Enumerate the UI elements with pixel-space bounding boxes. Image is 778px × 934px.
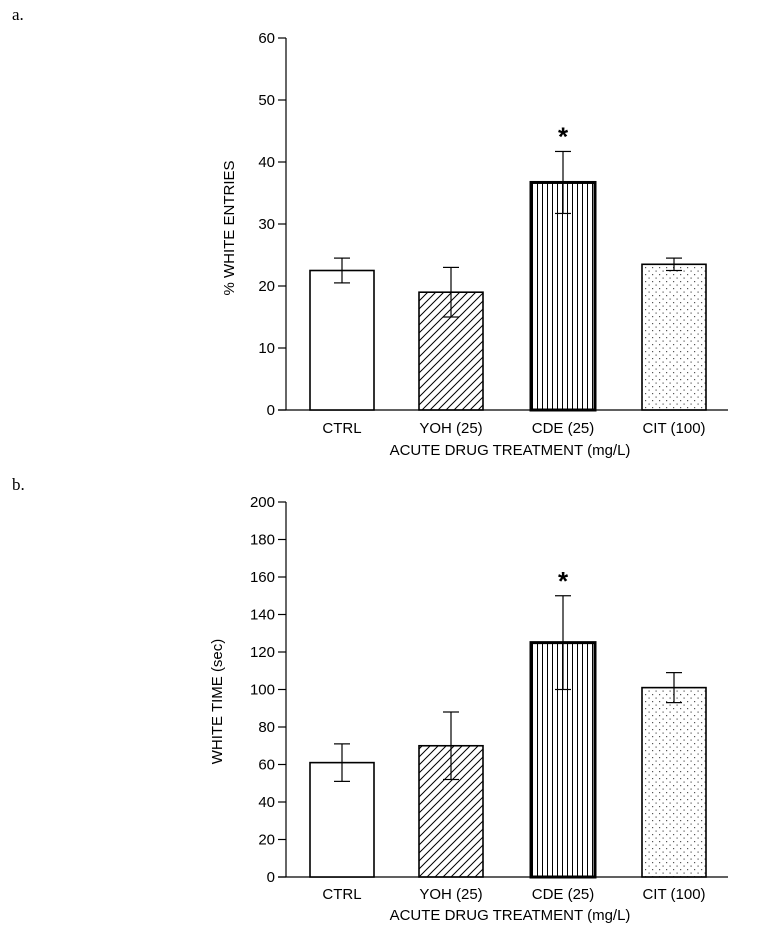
- y-tick-label: 0: [267, 869, 275, 886]
- bar-cit-100: [641, 686, 707, 878]
- y-tick-label: 100: [250, 682, 275, 699]
- x-axis-label: ACUTE DRUG TREATMENT (mg/L): [390, 442, 631, 459]
- significance-marker: *: [558, 566, 569, 596]
- y-tick-label: 180: [250, 532, 275, 549]
- category-label: CTRL: [322, 886, 361, 903]
- y-tick-label: 200: [250, 494, 275, 511]
- category-label: CIT (100): [642, 886, 705, 903]
- category-label: CDE (25): [532, 420, 595, 437]
- chart-b: 0 20 40 60 80 100 120 140 160 180 200 CTRL YOH (25) *…: [209, 494, 728, 924]
- bar-cde-25: [529, 180, 597, 412]
- y-tick-label: 50: [258, 92, 275, 109]
- y-tick-label: 30: [258, 216, 275, 233]
- bar-ctrl: [309, 269, 375, 411]
- y-tick-label: 60: [258, 30, 275, 47]
- chart-a: 0 10 20 30 40 50 60 CTRL YOH (25) * CDE (25) CIT (1…: [221, 30, 728, 459]
- panel-label-a: a.: [12, 5, 24, 24]
- category-label: CIT (100): [642, 420, 705, 437]
- y-axis-label: WHITE TIME (sec): [209, 639, 226, 765]
- y-tick-label: 10: [258, 340, 275, 357]
- y-tick-label: 20: [258, 278, 275, 295]
- y-tick-label: 40: [258, 154, 275, 171]
- y-tick-label: 120: [250, 644, 275, 661]
- y-tick-label: 80: [258, 719, 275, 736]
- category-label: YOH (25): [419, 886, 482, 903]
- y-tick-label: 40: [258, 794, 275, 811]
- y-tick-label: 20: [258, 832, 275, 849]
- panel-label-b: b.: [12, 475, 25, 494]
- category-label: CTRL: [322, 420, 361, 437]
- significance-marker: *: [558, 121, 569, 151]
- y-tick-label: 140: [250, 607, 275, 624]
- bar-cit-100: [641, 263, 707, 411]
- category-label: YOH (25): [419, 420, 482, 437]
- y-tick-label: 60: [258, 757, 275, 774]
- y-tick-label: 0: [267, 402, 275, 419]
- category-label: CDE (25): [532, 886, 595, 903]
- y-axis-label: % WHITE ENTRIES: [221, 160, 238, 295]
- y-tick-label: 160: [250, 569, 275, 586]
- x-axis-label: ACUTE DRUG TREATMENT (mg/L): [390, 907, 631, 924]
